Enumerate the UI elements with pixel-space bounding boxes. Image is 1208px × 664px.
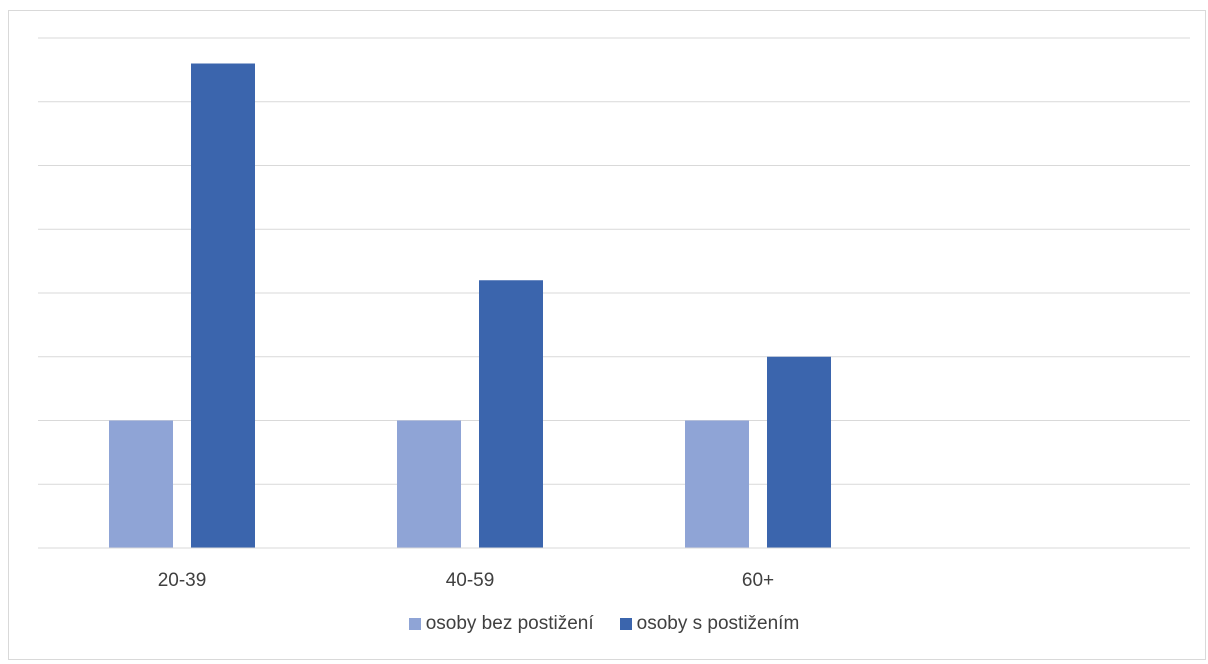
x-tick-label: 20-39 xyxy=(158,570,207,591)
bar-with-disability-0 xyxy=(191,63,255,548)
bar-without-disability-1 xyxy=(397,420,461,548)
x-tick-label: 60+ xyxy=(742,570,774,591)
legend-item-with-disability: osoby s postižením xyxy=(619,613,800,635)
x-tick-label: 40-59 xyxy=(446,570,495,591)
legend: osoby bez postižení osoby s postižením xyxy=(0,612,1208,636)
legend-swatch-icon xyxy=(619,618,632,630)
bar-with-disability-2 xyxy=(767,356,831,548)
bar-without-disability-0 xyxy=(109,420,173,548)
legend-item-without-disability: osoby bez postižení xyxy=(408,613,594,635)
bar-without-disability-2 xyxy=(685,420,749,548)
legend-swatch-icon xyxy=(408,618,421,630)
bar-with-disability-1 xyxy=(479,280,543,548)
legend-label: osoby s postižením xyxy=(636,613,800,634)
legend-label: osoby bez postižení xyxy=(425,613,594,634)
